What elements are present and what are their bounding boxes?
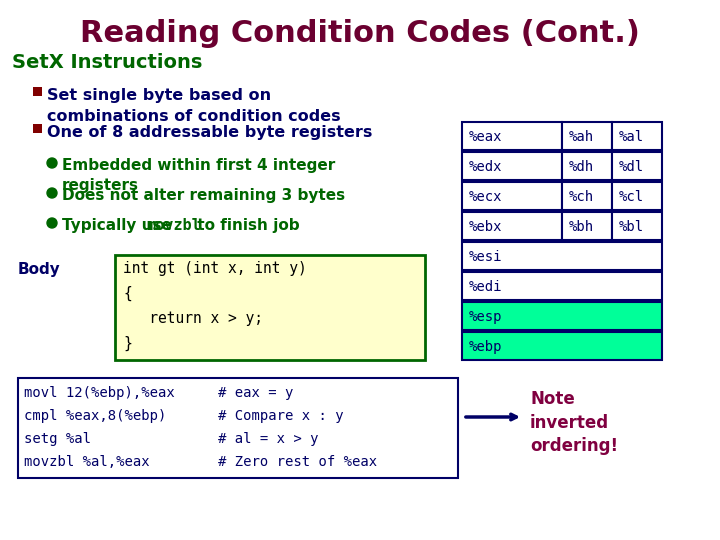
Text: int gt (int x, int y): int gt (int x, int y) [123,261,307,276]
Circle shape [47,188,57,198]
Text: }: } [123,336,132,351]
Text: Body: Body [18,262,60,277]
Text: setg %al: setg %al [24,432,91,446]
Circle shape [47,218,57,228]
Text: %dh: %dh [569,160,594,174]
Text: %ah: %ah [569,130,594,144]
Text: %ebp: %ebp [469,340,503,354]
Bar [612,122,662,150]
Bar [612,212,662,240]
Text: %al: %al [619,130,644,144]
Bar [33,87,42,96]
Text: %cl: %cl [619,190,644,204]
Text: Note
inverted
ordering!: Note inverted ordering! [530,390,618,455]
Text: movzbl %al,%eax: movzbl %al,%eax [24,455,150,469]
Text: return x > y;: return x > y; [123,311,263,326]
Text: movl 12(%ebp),%eax: movl 12(%ebp),%eax [24,386,175,400]
Text: # al = x > y: # al = x > y [218,432,318,446]
Text: Reading Condition Codes (Cont.): Reading Condition Codes (Cont.) [80,18,640,48]
Bar [562,182,612,210]
Text: Typically use: Typically use [62,218,177,233]
Text: SetX Instructions: SetX Instructions [12,52,202,71]
Text: %ebx: %ebx [469,220,503,234]
Bar [462,182,562,210]
Text: %bh: %bh [569,220,594,234]
Bar [33,124,42,133]
Text: %ch: %ch [569,190,594,204]
Bar [18,378,458,478]
Text: %edi: %edi [469,280,503,294]
Text: movzbl: movzbl [146,218,201,233]
Text: Does not alter remaining 3 bytes: Does not alter remaining 3 bytes [62,188,345,203]
Bar [462,332,662,360]
Text: %bl: %bl [619,220,644,234]
Bar [562,122,612,150]
Text: # Zero rest of %eax: # Zero rest of %eax [218,455,377,469]
Bar [612,152,662,180]
Text: to finish job: to finish job [192,218,300,233]
Text: %edx: %edx [469,160,503,174]
Circle shape [47,158,57,168]
Bar [562,152,612,180]
Bar [462,272,662,300]
Bar [462,242,662,270]
Text: %esi: %esi [469,250,503,264]
Text: One of 8 addressable byte registers: One of 8 addressable byte registers [47,125,372,140]
Text: %eax: %eax [469,130,503,144]
Bar [462,152,562,180]
Text: {: { [123,286,132,301]
Text: Embedded within first 4 integer
registers: Embedded within first 4 integer register… [62,158,336,193]
Bar [462,122,562,150]
Bar [462,212,562,240]
Bar [612,182,662,210]
Text: %esp: %esp [469,310,503,324]
Bar [462,302,662,330]
Text: %dl: %dl [619,160,644,174]
Text: # eax = y: # eax = y [218,386,293,400]
Text: # Compare x : y: # Compare x : y [218,409,343,423]
Bar [115,255,425,360]
Bar [562,212,612,240]
Text: Set single byte based on
combinations of condition codes: Set single byte based on combinations of… [47,88,341,124]
Text: %ecx: %ecx [469,190,503,204]
Text: cmpl %eax,8(%ebp): cmpl %eax,8(%ebp) [24,409,166,423]
